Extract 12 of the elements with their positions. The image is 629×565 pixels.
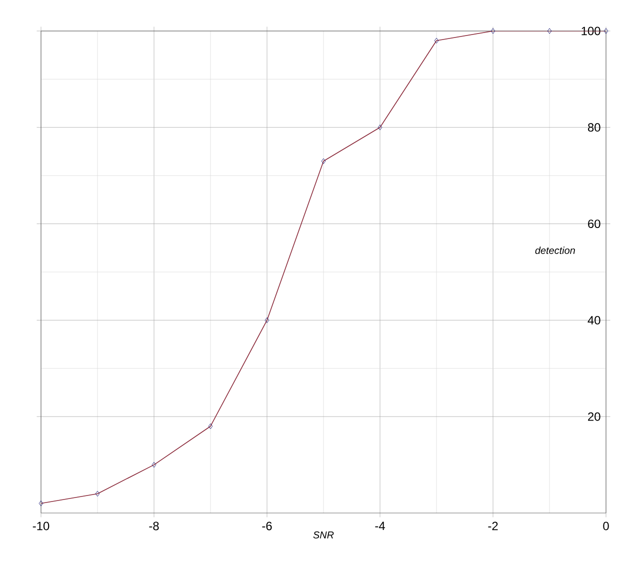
y-tick-label: 80 [588,123,600,132]
x-tick-label: -4 [375,522,385,530]
x-tick-label: -10 [32,522,50,530]
x-tick-label: -6 [262,522,272,530]
x-tick-label: -2 [488,522,498,530]
y-tick-label: 20 [588,412,600,421]
y-axis-title: detection [535,246,575,254]
x-axis-title: SNR [313,531,334,538]
y-tick-label: 40 [588,316,600,324]
x-tick-label: -8 [149,522,159,530]
x-tick-label: 0 [603,522,609,530]
y-tick-label: 60 [588,220,600,228]
